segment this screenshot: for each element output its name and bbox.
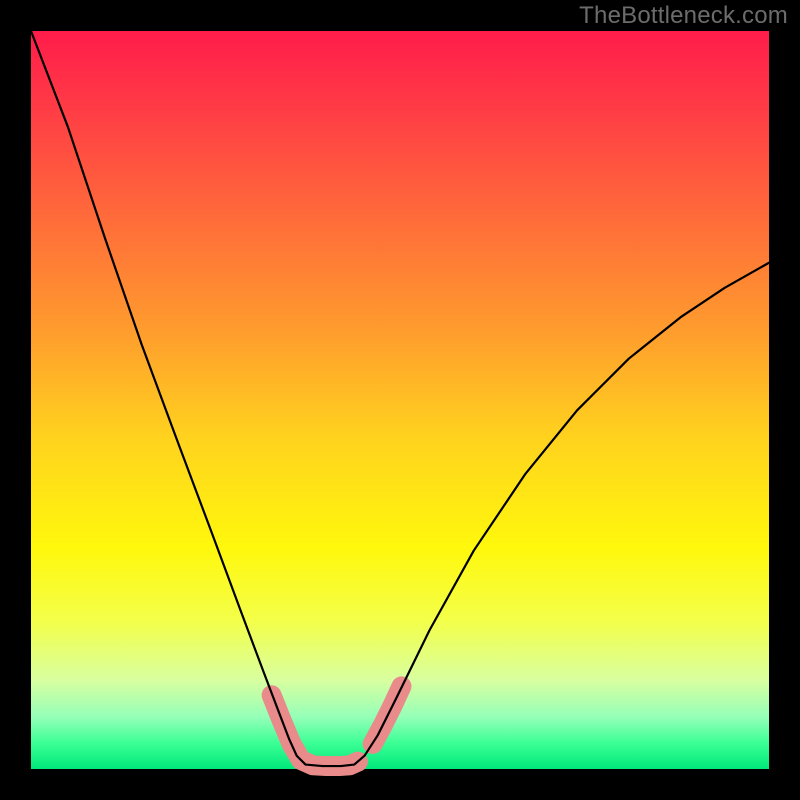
curve-layer [31,31,769,769]
watermark-text: TheBottleneck.com [579,2,788,30]
plot-area [31,31,769,769]
stage: TheBottleneck.com [0,0,800,800]
bottleneck-curve [31,31,769,766]
marker-segment-left [272,695,358,766]
